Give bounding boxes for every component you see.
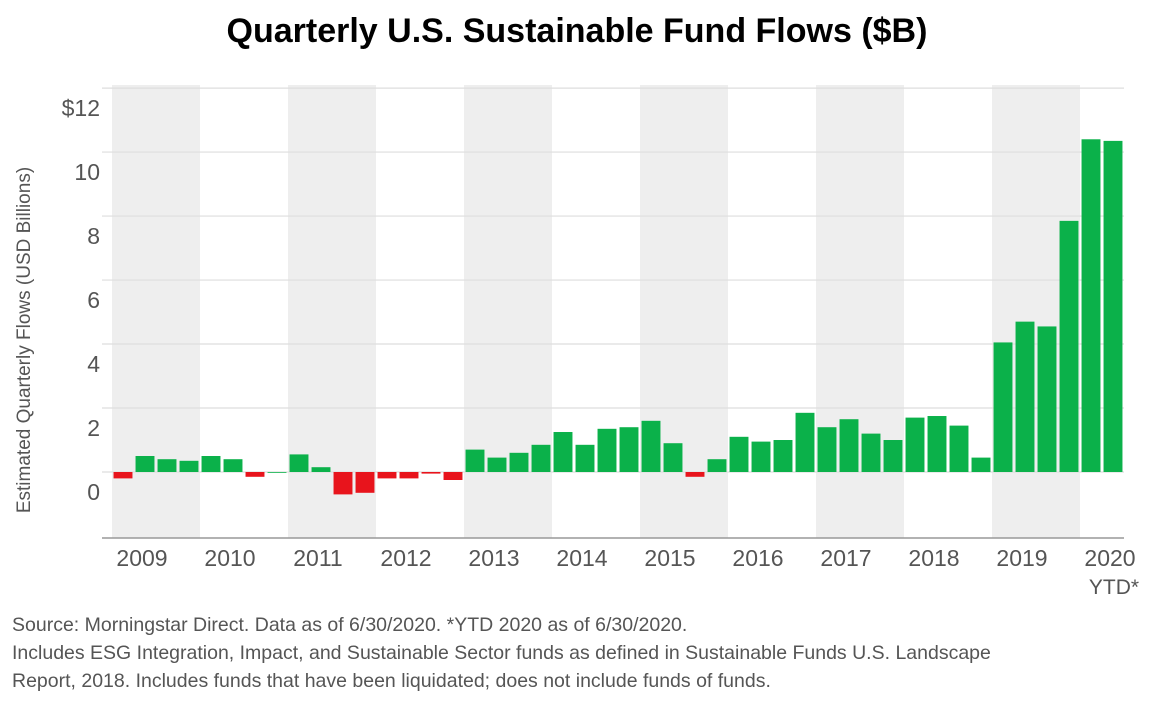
- bar-2011-q2: [311, 467, 331, 472]
- bar-2019-q3: [1037, 326, 1057, 472]
- y-tick-label-8: 8: [87, 223, 100, 249]
- y-axis-label: Estimated Quarterly Flows (USD Billions): [14, 167, 35, 513]
- bar-2014-q4: [619, 427, 639, 472]
- x-tick-label-2011: 2011: [293, 545, 342, 571]
- gridlines: [102, 87, 1124, 539]
- bar-2012-q2: [399, 472, 419, 479]
- bar-2018-q2: [927, 416, 947, 472]
- bar-2012-q3: [421, 472, 441, 474]
- bar-2016-q2: [751, 441, 771, 472]
- source-note: Source: Morningstar Direct. Data as of 6…: [12, 614, 688, 636]
- y-tick-label-10: 10: [74, 159, 100, 185]
- includes-note-line1: Includes ESG Integration, Impact, and Su…: [12, 642, 991, 664]
- footnote: Source: Morningstar Direct. Data as of 6…: [12, 611, 1142, 695]
- x-tick-label-2017: 2017: [820, 545, 871, 571]
- bar-2011-q1: [289, 454, 309, 472]
- bar-2018-q1: [905, 417, 925, 472]
- y-tick-label-4: 4: [87, 351, 100, 377]
- bar-2009-q1: [113, 472, 133, 479]
- bar-2012-q1: [377, 472, 397, 479]
- x-tick-label-2012: 2012: [380, 545, 431, 571]
- x-tick-sublabel-2020: YTD*: [1089, 576, 1139, 599]
- bar-2014-q2: [575, 444, 595, 472]
- bar-2018-q3: [949, 425, 969, 472]
- bar-2009-q4: [179, 460, 199, 472]
- bar-2009-q3: [157, 459, 177, 472]
- bar-2020-q2: [1103, 140, 1123, 472]
- chart-title: Quarterly U.S. Sustainable Fund Flows ($…: [226, 12, 928, 50]
- x-tick-label-2020: 2020: [1084, 545, 1135, 571]
- bar-2017-q3: [861, 433, 881, 472]
- y-tick-label-6: 6: [87, 287, 100, 313]
- includes-note-line2: Report, 2018. Includes funds that have b…: [12, 670, 771, 692]
- x-tick-label-2014: 2014: [556, 545, 607, 571]
- bar-2016-q4: [795, 412, 815, 472]
- x-tick-label-2016: 2016: [732, 545, 783, 571]
- bar-2013-q3: [509, 452, 529, 472]
- bar-2010-q4: [267, 472, 287, 473]
- bar-2019-q1: [993, 342, 1013, 472]
- y-tick-label-2: 2: [87, 415, 100, 441]
- bar-2009-q2: [135, 456, 155, 472]
- bar-2014-q3: [597, 428, 617, 472]
- bar-2018-q4: [971, 457, 991, 472]
- bar-2017-q4: [883, 440, 903, 472]
- bar-2015-q3: [685, 472, 705, 477]
- bar-2013-q4: [531, 444, 551, 472]
- y-tick-label-12: $12: [62, 95, 100, 121]
- y-tick-label-0: 0: [87, 479, 100, 505]
- bars: [113, 139, 1123, 495]
- bar-2015-q1: [641, 420, 661, 472]
- bar-2010-q2: [223, 459, 243, 472]
- bar-2017-q1: [817, 427, 837, 472]
- bar-2010-q3: [245, 472, 265, 477]
- bar-2012-q4: [443, 472, 463, 480]
- y-tick-labels: $12 10 8 6 4 2 0: [62, 95, 101, 505]
- bar-2017-q2: [839, 419, 859, 472]
- x-tick-labels: 2009 2010 2011 2012 2013 2014 2015 2016 2017 2018…: [116, 545, 1139, 599]
- x-tick-label-2019: 2019: [996, 545, 1047, 571]
- bar-2010-q1: [201, 456, 221, 472]
- x-tick-label-2010: 2010: [204, 545, 255, 571]
- bar-2013-q2: [487, 457, 507, 472]
- bar-2020-q1: [1081, 139, 1101, 472]
- bar-2015-q4: [707, 459, 727, 472]
- bar-2011-q3: [333, 472, 353, 495]
- bar-2011-q4: [355, 472, 375, 493]
- bar-2019-q4: [1059, 220, 1079, 472]
- bar-2014-q1: [553, 432, 573, 472]
- x-tick-label-2018: 2018: [908, 545, 959, 571]
- bar-2013-q1: [465, 449, 485, 472]
- x-tick-label-2015: 2015: [644, 545, 695, 571]
- bar-2015-q2: [663, 443, 683, 472]
- bar-2016-q1: [729, 436, 749, 472]
- bar-2019-q2: [1015, 321, 1035, 472]
- x-tick-label-2013: 2013: [468, 545, 519, 571]
- bar-2016-q3: [773, 440, 793, 472]
- x-tick-label-2009: 2009: [116, 545, 167, 571]
